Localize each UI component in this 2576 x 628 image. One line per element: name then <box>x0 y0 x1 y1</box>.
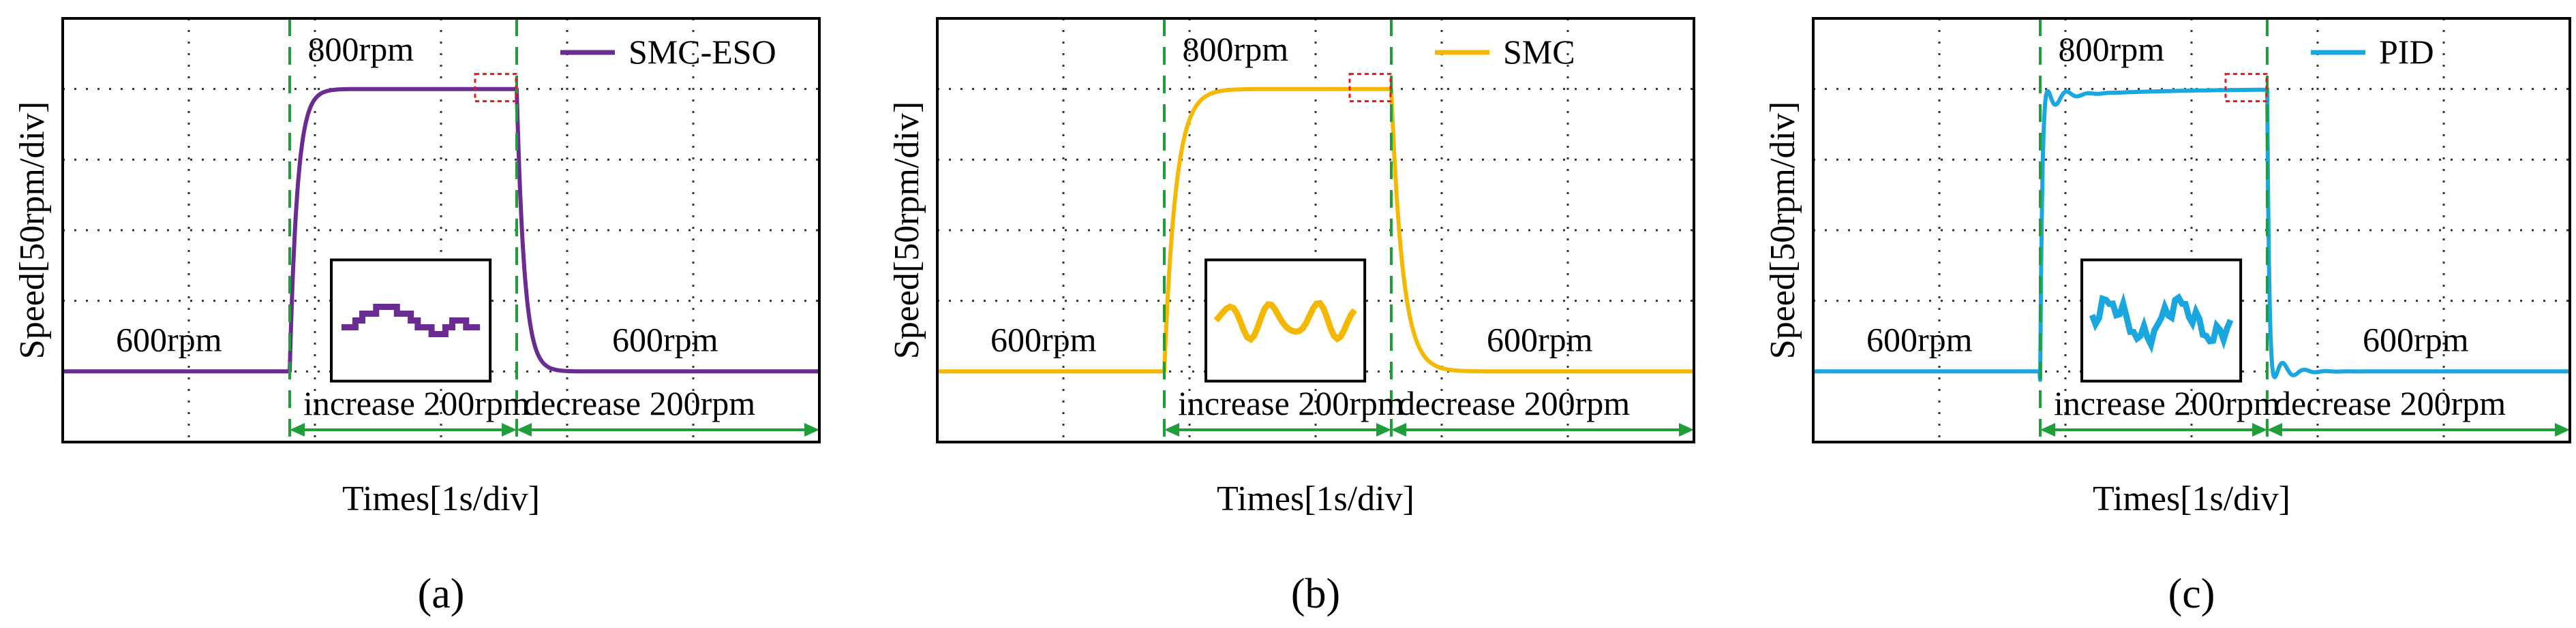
increase-arrow-head-left <box>1164 423 1179 437</box>
label-600rpm-right: 600rpm <box>612 320 718 358</box>
label-increase: increase 200rpm <box>303 384 530 422</box>
plot-frame <box>61 17 821 443</box>
decrease-arrow-head-left <box>1391 423 1406 437</box>
label-600rpm-left: 600rpm <box>1866 320 1973 358</box>
y-axis-label: Speed[50rpm/div] <box>888 101 926 359</box>
zoom-box <box>1348 73 1392 103</box>
panel-label: (c) <box>2168 571 2215 617</box>
increase-arrow-head-right <box>2252 423 2267 437</box>
zoom-box <box>2224 73 2268 103</box>
label-600rpm-left: 600rpm <box>116 320 222 358</box>
x-axis-label: Times[1s/div] <box>2093 480 2290 518</box>
series-line-pid <box>1812 87 2571 382</box>
label-decrease: decrease 200rpm <box>2274 384 2506 422</box>
x-axis-label: Times[1s/div] <box>342 480 540 518</box>
zoom-box <box>474 73 517 103</box>
increase-arrow-head-right <box>502 423 517 437</box>
plot-frame <box>936 17 1695 443</box>
label-increase: increase 200rpm <box>1178 384 1404 422</box>
decrease-arrow-head-right <box>804 423 819 437</box>
decrease-arrow-head-left <box>517 423 532 437</box>
label-800rpm: 800rpm <box>1183 30 1289 68</box>
legend-entry: SMC <box>1503 33 1575 71</box>
label-600rpm-left: 600rpm <box>990 320 1097 358</box>
decrease-arrow-head-right <box>1679 423 1694 437</box>
plot-frame <box>1812 17 2571 443</box>
x-axis-label: Times[1s/div] <box>1217 480 1414 518</box>
label-600rpm-right: 600rpm <box>2363 320 2469 358</box>
chart-panel-c: 800rpm 600rpm 600rpm increase 200rpmdecreas… <box>1763 17 2571 617</box>
label-increase: increase 200rpm <box>2054 384 2280 422</box>
decrease-arrow-head-right <box>2555 423 2570 437</box>
inset-ripple-line <box>2089 292 2234 354</box>
legend-entry: PID <box>2379 33 2434 71</box>
y-axis-label: Speed[50rpm/div] <box>13 101 52 359</box>
inset-box <box>1204 258 1367 383</box>
label-800rpm: 800rpm <box>308 30 414 68</box>
chart-panel-b: 800rpm 600rpm 600rpm increase 200rpmdecreas… <box>888 17 1695 617</box>
increase-arrow-head-right <box>1376 423 1391 437</box>
decrease-arrow-head-left <box>2267 423 2282 437</box>
increase-arrow-head-left <box>2040 423 2055 437</box>
label-600rpm-right: 600rpm <box>1487 320 1593 358</box>
panel-label: (a) <box>418 571 465 617</box>
y-axis-label: Speed[50rpm/div] <box>1763 101 1802 359</box>
series-line-smc-eso <box>61 87 821 374</box>
inset-ripple-line <box>1213 300 1357 343</box>
increase-arrow-head-left <box>290 423 305 437</box>
label-800rpm: 800rpm <box>2059 30 2165 68</box>
inset-ripple-line <box>342 304 481 337</box>
chart-panel-a: 800rpm 600rpm 600rpm increase 200rpmdecreas… <box>13 17 821 617</box>
series-line-smc <box>936 87 1695 374</box>
panel-label: (b) <box>1291 571 1340 617</box>
label-decrease: decrease 200rpm <box>524 384 755 422</box>
label-decrease: decrease 200rpm <box>1398 384 1630 422</box>
legend-entry: SMC-ESO <box>628 33 776 71</box>
